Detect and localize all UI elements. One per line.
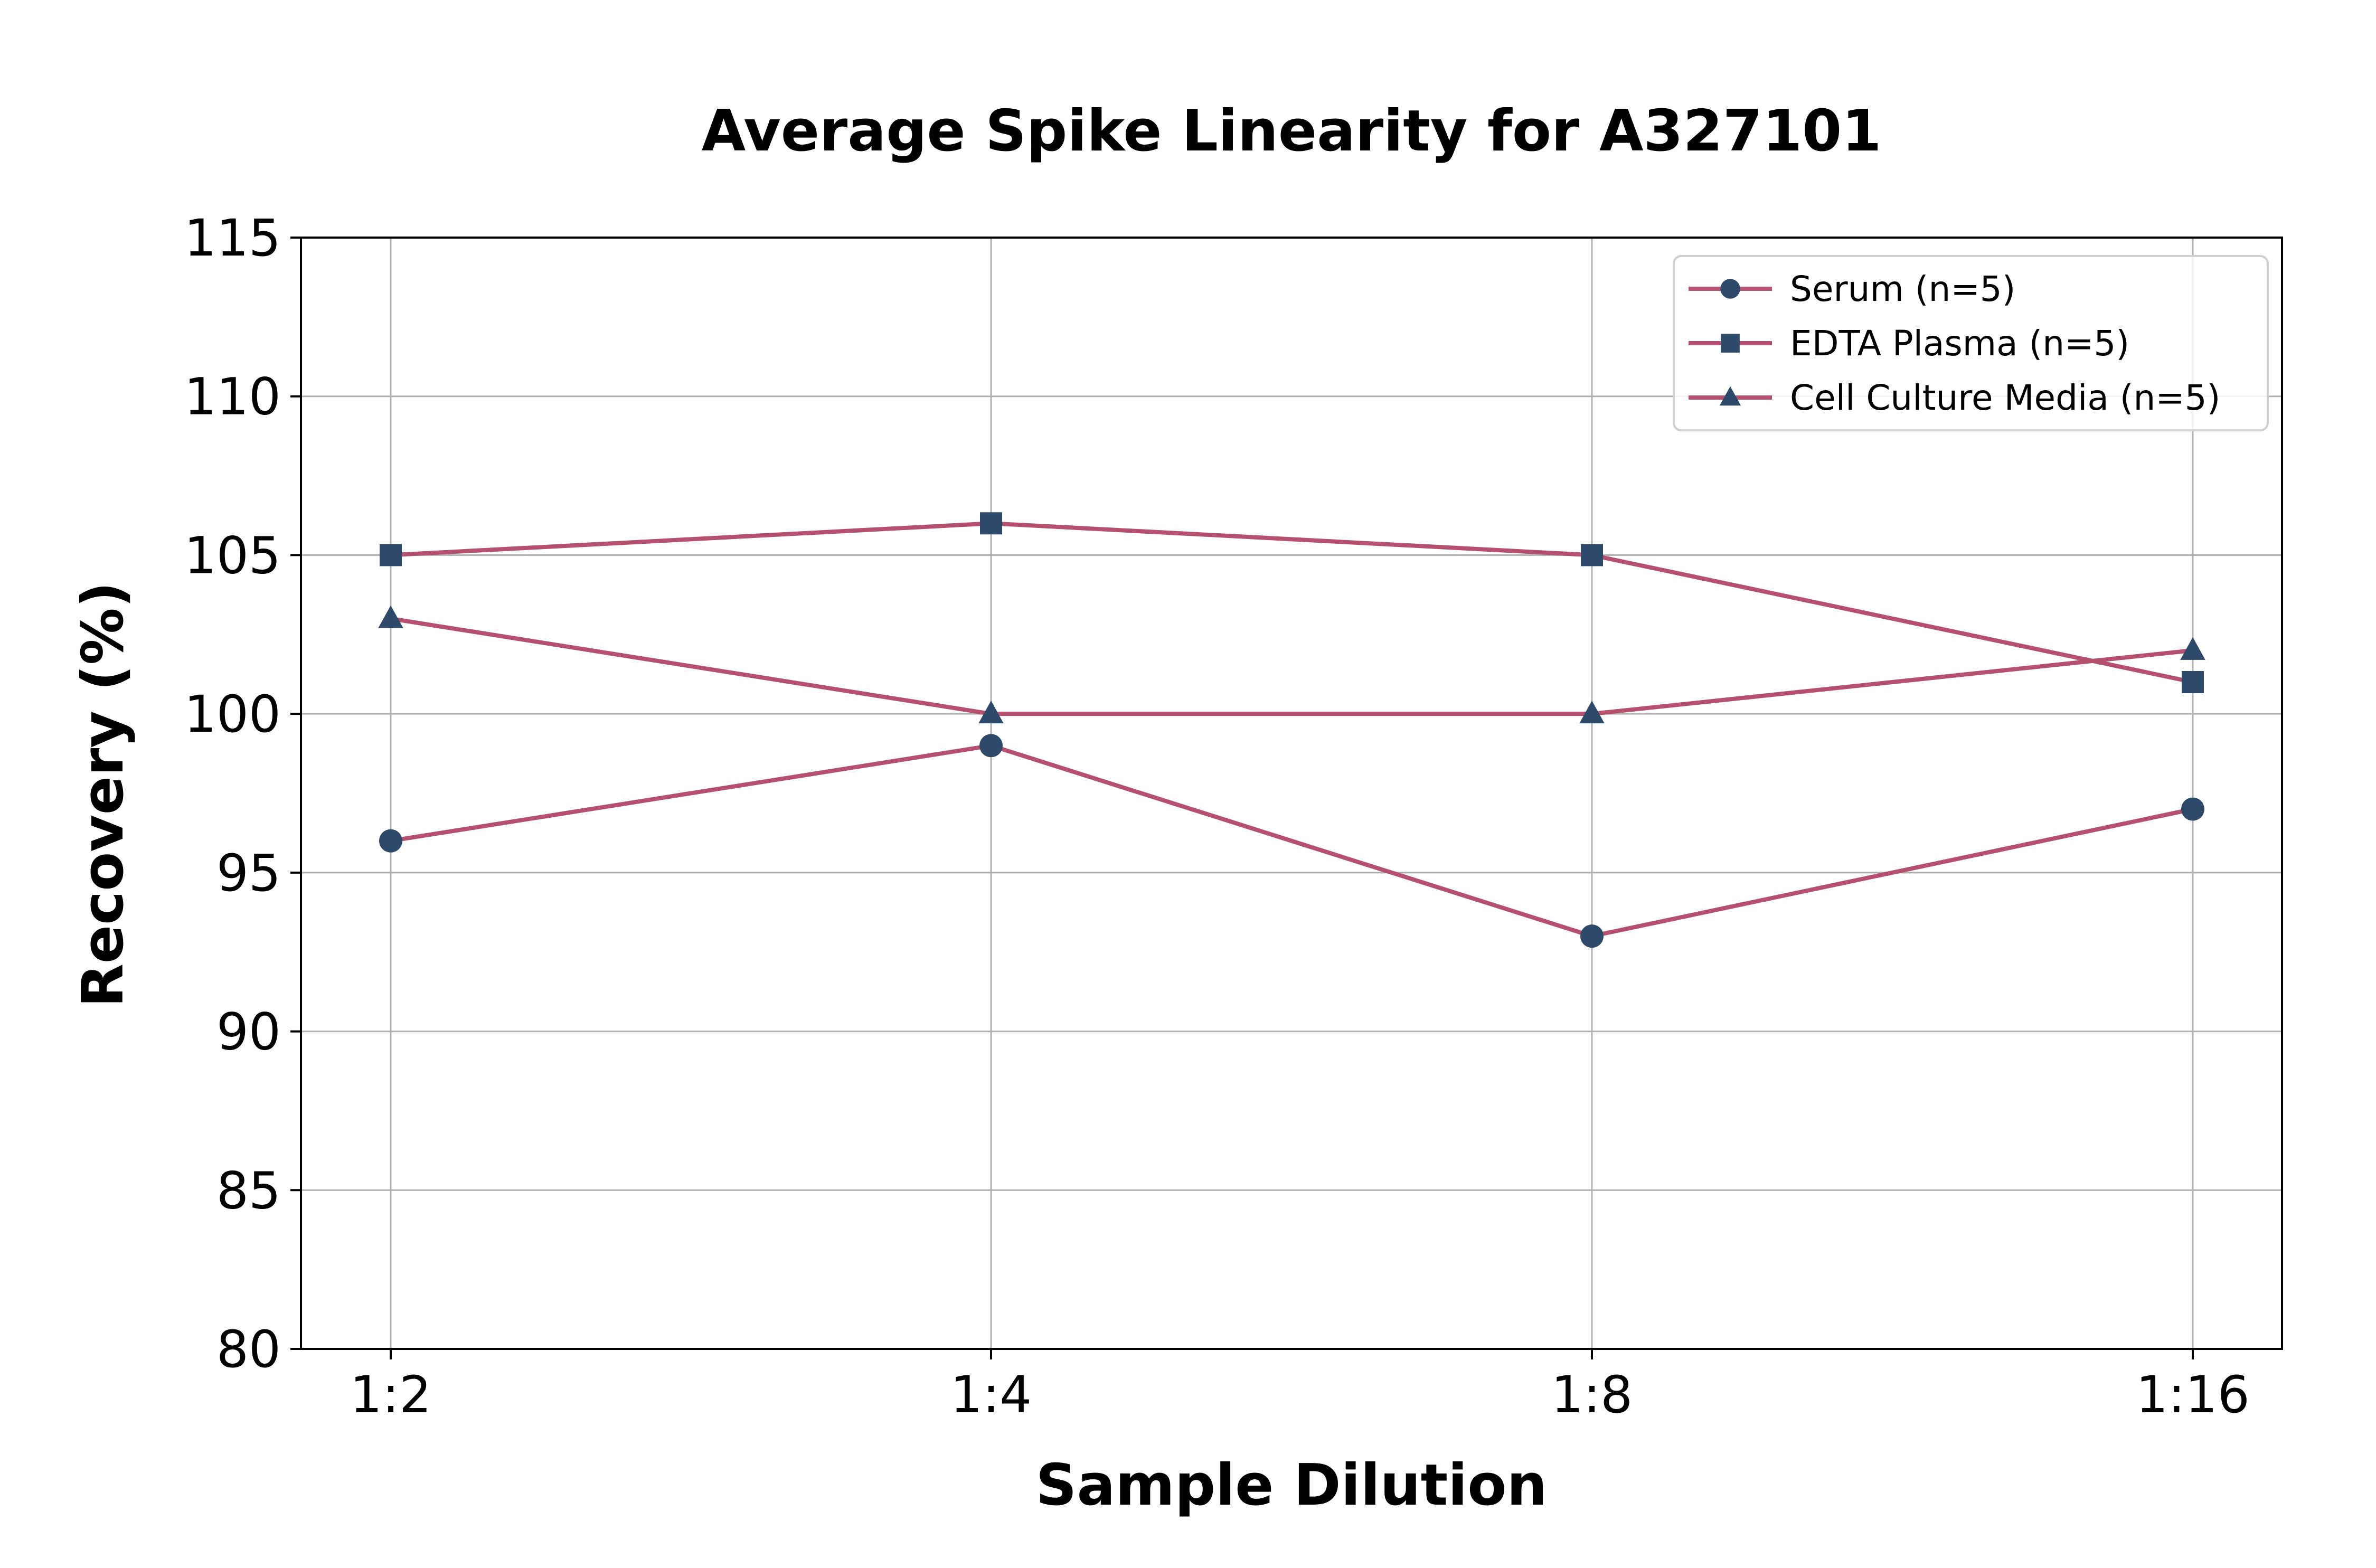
legend-label: EDTA Plasma (n=5): [1790, 323, 2129, 364]
legend-marker-square: [1721, 334, 1740, 353]
legend-marker-circle: [1720, 279, 1740, 299]
data-point-square: [1581, 544, 1603, 566]
data-point-triangle: [2180, 637, 2205, 660]
series-edta-plasma-n-5: [380, 512, 2204, 693]
legend-box: [1673, 255, 2269, 431]
x-tick-label: 1:2: [350, 1365, 432, 1424]
series-line: [390, 521, 2193, 684]
x-tick-label: 1:4: [950, 1365, 1032, 1424]
data-point-circle: [979, 734, 1003, 758]
legend-item: Cell Culture Media (n=5): [1689, 377, 2220, 418]
plot-area-frame: [300, 237, 2283, 1350]
series-serum-n-5: [379, 734, 2204, 948]
data-point-circle: [1580, 924, 1604, 948]
data-point-square: [980, 512, 1002, 535]
legend-item: EDTA Plasma (n=5): [1689, 323, 2129, 364]
legend: Serum (n=5) EDTA Plasma (n=5) Cell Culture…: [1673, 255, 2269, 431]
x-tick-label: 1:8: [1551, 1365, 1633, 1424]
series-layer: [378, 512, 2205, 948]
axis-ticks: 80 85 90 95 100 105 110 115 1:2 1:4 1:8 1:16: [184, 209, 2250, 1424]
y-tick-label: 95: [216, 844, 281, 903]
x-tick-label: 1:16: [2136, 1365, 2250, 1424]
y-tick-label: 115: [184, 209, 281, 268]
y-tick-label: 90: [216, 1003, 281, 1062]
y-tick-label: 100: [184, 685, 281, 744]
series-cell-culture-media-n-5: [378, 605, 2205, 724]
chart-title: Average Spike Linearity for A327101: [702, 98, 1882, 164]
legend-item: Serum (n=5): [1689, 269, 2015, 309]
x-axis-label: Sample Dilution: [1036, 1452, 1548, 1518]
y-tick-label: 80: [216, 1320, 281, 1379]
data-point-square: [380, 544, 402, 566]
legend-label: Serum (n=5): [1790, 269, 2015, 309]
y-tick-label: 85: [216, 1161, 281, 1220]
series-line: [390, 616, 2193, 716]
legend-label: Cell Culture Media (n=5): [1790, 377, 2220, 418]
data-point-square: [2182, 671, 2204, 693]
legend-marker-triangle: [1719, 386, 1741, 406]
y-tick-label: 105: [184, 526, 281, 585]
data-point-triangle: [1579, 701, 1605, 724]
data-point-triangle: [978, 701, 1004, 724]
data-point-triangle: [378, 605, 403, 628]
series-line: [390, 743, 2193, 939]
y-tick-label: 110: [184, 367, 281, 427]
y-axis-label: Recovery (%): [70, 582, 136, 1007]
data-point-circle: [379, 829, 402, 853]
data-point-circle: [2181, 797, 2204, 821]
